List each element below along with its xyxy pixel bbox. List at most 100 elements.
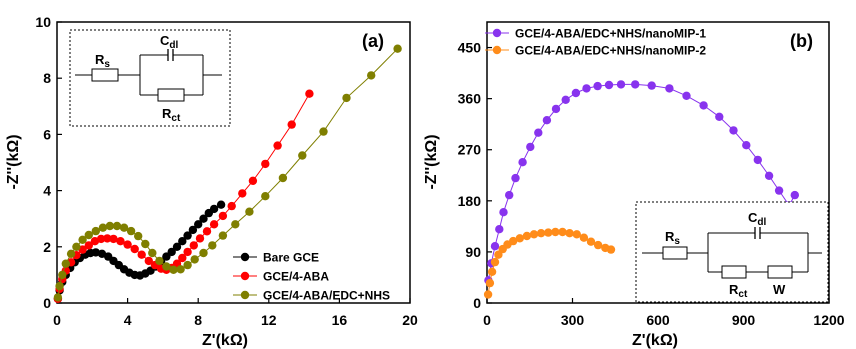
panel-a-x-tick-label: 20 [402, 312, 418, 328]
legend-marker [240, 252, 250, 262]
panel-a-data-point [245, 207, 254, 216]
panel-a-data-point [194, 220, 203, 229]
panel-b-data-point [551, 104, 561, 114]
panel-a-data-point [178, 237, 187, 246]
circuit-a-rs-label: Rs [95, 52, 110, 70]
panel-a-data-point [216, 200, 226, 209]
legend-label: GCE/4-ABA/EDC+NHS [263, 289, 390, 303]
panel-a-data-point [53, 293, 63, 302]
panel-a-data-point [116, 237, 125, 246]
panel-b-y-ticks: 0 90 180 270 360 450 [458, 40, 492, 311]
panel-a-data-point [123, 240, 132, 249]
panel-a-y-axis-label: -Z''(kΩ) [5, 134, 22, 189]
panel-a-data-point [218, 211, 228, 221]
panel-b-data-point [542, 116, 552, 125]
panel-a-circuit: Rs Cdl Rct [69, 29, 231, 127]
panel-a-data-point [148, 248, 157, 258]
panel-b-data-point [571, 88, 581, 98]
panel-a-x-tick-label: 8 [194, 312, 202, 328]
panel-b-legend: GCE/4-ABA/EDC+NHS/nanoMIP-1 GCE/4-ABA/EDC… [485, 27, 706, 58]
panel-b-data-point [561, 95, 570, 105]
panel-a-data-point [55, 281, 64, 291]
panel-b-data-point [774, 186, 784, 195]
panel-a-data-point [195, 234, 205, 243]
panel-a-data-point [66, 249, 76, 258]
panel-b-y-tick-label: 270 [458, 142, 482, 158]
panel-a-x-axis-label: Z'(kΩ) [202, 332, 248, 349]
panel-a-data-point [199, 214, 208, 223]
panel-a-data-point [78, 235, 87, 244]
panel-a-data-point [202, 227, 212, 236]
circuit-a-resistor-s [91, 68, 119, 82]
panel-b-data-point [483, 290, 493, 299]
panel-b-data-point [753, 155, 762, 165]
circuit-b-resistor-ct [721, 265, 747, 279]
panel-a-data-point [84, 241, 94, 250]
legend-marker [492, 45, 502, 55]
panel-a-data-point [72, 242, 81, 251]
panel-b-data-point [487, 267, 497, 276]
panel-a-data-point [393, 44, 402, 53]
panel-b-data-point [551, 227, 560, 237]
panel-b-data-point [682, 91, 691, 101]
panel-b-data-point [534, 128, 543, 137]
legend-label: GCE/4-ABA/EDC+NHS/nanoMIP-1 [515, 27, 706, 41]
panel-b-data-point [586, 237, 596, 246]
panel-a-y-tick-label: 2 [43, 239, 51, 255]
panel-a-data-point [178, 253, 187, 263]
panel-a-data-point [227, 201, 236, 211]
panel-b-data-point [572, 230, 581, 239]
panel-a-data-point [58, 270, 67, 280]
panel-b-data-point [522, 231, 532, 241]
panel-a-data-point [261, 159, 270, 169]
panel-b-data-point [511, 173, 520, 183]
panel-a-x-tick-label: 0 [53, 312, 61, 328]
panel-b-data-point [565, 229, 574, 238]
circuit-a-resistor-ct [157, 88, 185, 102]
circuit-a-rct-label: Rct [162, 106, 181, 124]
panel-a-data-point [98, 223, 108, 232]
panel-a-data-point [305, 89, 314, 98]
legend-marker [240, 271, 250, 281]
panel-a-data-point [167, 247, 176, 257]
panel-a-y-tick-label: 6 [43, 126, 51, 142]
panel-b-data-point [604, 80, 614, 90]
panel-b-data-point [505, 190, 514, 200]
panel-a-data-point [61, 259, 70, 268]
panel-b-data-point [631, 80, 640, 89]
panel-a-data-point [287, 120, 296, 129]
panel-a-data-point [218, 231, 228, 240]
panel-b-data-point [790, 190, 799, 200]
panel-b-circuit-box [635, 201, 829, 303]
panel-a-data-point [134, 231, 143, 241]
panel-b-series [483, 80, 799, 299]
panel-a-x-tick-label: 12 [261, 312, 277, 328]
panel-b-data-point [515, 234, 524, 243]
panel-a-y-tick-label: 8 [43, 70, 51, 86]
panel-a-y-ticks: 0 2 4 6 8 10 [35, 14, 62, 311]
panel-b-data-point [526, 142, 535, 152]
panel-b-y-tick-label: 180 [458, 193, 482, 209]
panel-b-y-tick-label: 360 [458, 91, 482, 107]
panel-a-data-point [119, 223, 129, 232]
panel-b-data-point [593, 240, 603, 250]
panel-a-data-point [342, 93, 351, 103]
panel-a-data-point [84, 230, 94, 240]
panel-b-data-point [509, 236, 518, 246]
panel-b-x-tick-label: 0 [483, 312, 491, 328]
panel-b-x-tick-label: 900 [732, 312, 756, 328]
panel-a-data-point [261, 192, 270, 201]
panel-a-data-point [126, 226, 136, 236]
panel-a-data-point [231, 220, 240, 229]
panel-a-data-point [273, 141, 282, 150]
panel-a-data-point [188, 225, 198, 235]
panel-a-data-point [137, 250, 146, 259]
panel-b-data-point [490, 242, 500, 251]
panel-a-y-tick-label: 4 [43, 183, 51, 199]
panel-a-data-point [144, 256, 153, 266]
panel-b-x-tick-label: 1200 [813, 312, 844, 328]
panel-b-data-point [529, 230, 539, 239]
panel-a-label: (a) [362, 31, 384, 51]
panel-a-data-point [208, 241, 217, 250]
